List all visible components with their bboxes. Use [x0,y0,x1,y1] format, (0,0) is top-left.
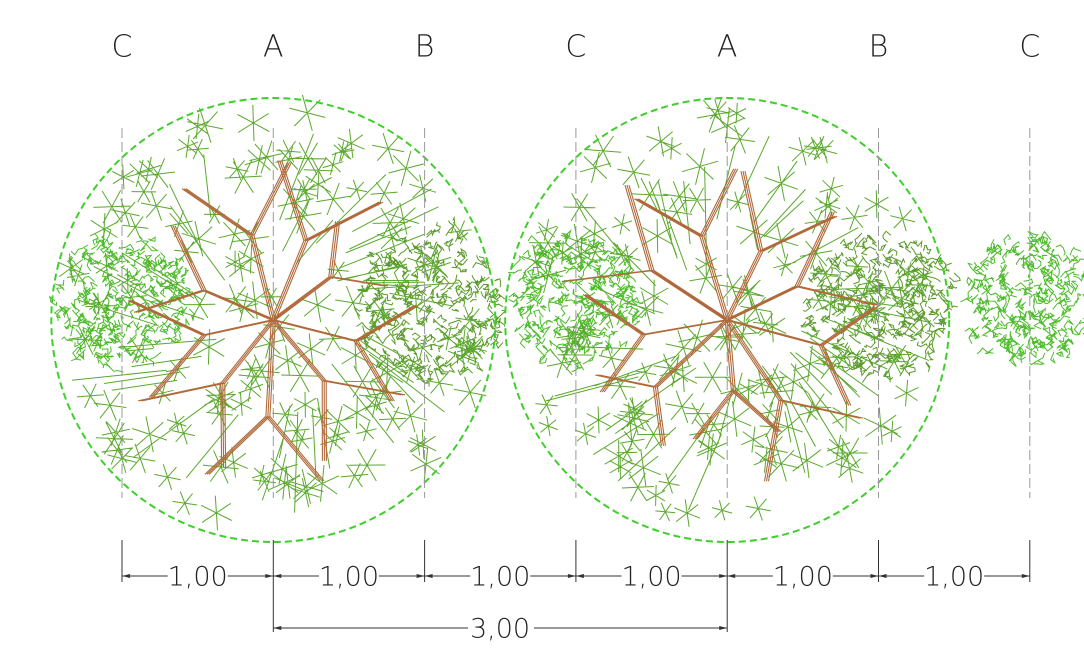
dimension-arrow [416,574,425,578]
tree-branches [127,160,419,482]
dimension-label: 1,00 [319,562,379,593]
dimension-arrow [273,574,282,578]
canopy-outline [504,97,951,543]
shrub [508,228,647,373]
dimension-arrow [273,626,282,630]
dimension-label: 1,00 [773,562,833,593]
dimension-arrow [719,626,728,630]
tree-foliage [57,94,488,531]
column-label: B [869,30,889,65]
dimension-arrow [575,574,584,578]
dimension-label: 1,00 [924,562,984,593]
dimension-label: 1,00 [470,562,530,593]
column-label: C [1019,30,1040,65]
tree-foliage [521,96,935,527]
dimensions: 1,00 1,00 1,00 1,00 1,00 1,00 [121,540,1031,632]
column-label: A [717,30,738,65]
dimension-label: 1,00 [621,562,681,593]
shrub [960,230,1084,367]
column-label: C [112,30,133,65]
column-label: B [415,30,435,65]
canopy-outline [50,97,497,543]
dimension-arrow [1021,574,1030,578]
dimension-label: 1,00 [168,562,228,593]
total-dimension-label: 3,00 [470,614,530,645]
column-label: C [565,30,586,65]
column-label: A [263,30,284,65]
foliage [48,94,1084,543]
dimension-arrow [265,574,274,578]
dimension-arrow [870,574,879,578]
dimension-arrow [567,574,576,578]
dimension-arrow [878,574,887,578]
tree-branches [561,168,880,482]
dimension-arrow [719,574,728,578]
dimension-arrow [122,574,130,578]
dimension-arrow [727,574,736,578]
shrub [353,215,507,387]
dimension-arrow [424,574,433,578]
